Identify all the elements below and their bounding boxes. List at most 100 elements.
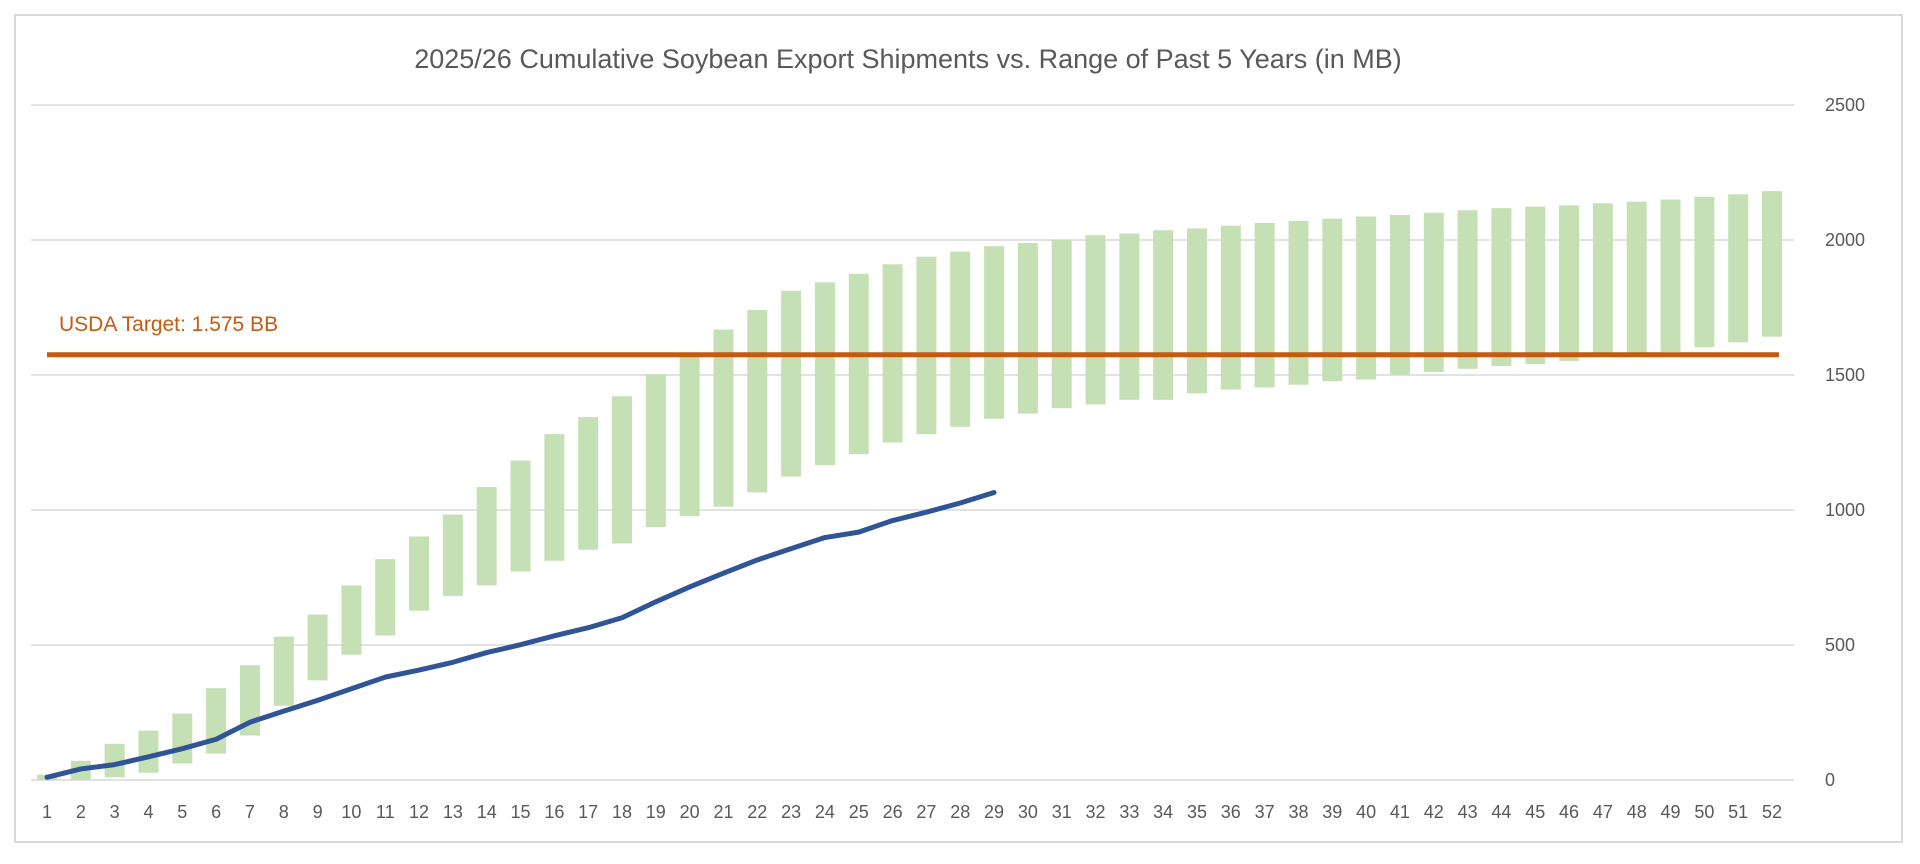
x-tick-label: 35 bbox=[1187, 802, 1207, 822]
x-tick-label: 43 bbox=[1458, 802, 1478, 822]
x-tick-label: 16 bbox=[544, 802, 564, 822]
range-bar bbox=[747, 309, 768, 493]
range-bar bbox=[239, 665, 260, 736]
x-tick-label: 17 bbox=[578, 802, 598, 822]
x-tick-label: 28 bbox=[950, 802, 970, 822]
x-tick-label: 21 bbox=[713, 802, 733, 822]
range-bar bbox=[1525, 206, 1546, 364]
range-bar bbox=[916, 256, 937, 435]
x-tick-label: 3 bbox=[110, 802, 120, 822]
range-bar bbox=[578, 417, 599, 550]
range-bar bbox=[1254, 222, 1275, 388]
range-bar bbox=[1153, 230, 1174, 400]
range-bar bbox=[1491, 208, 1512, 367]
x-tick-label: 44 bbox=[1491, 802, 1511, 822]
x-tick-label: 2 bbox=[76, 802, 86, 822]
range-bar bbox=[645, 374, 666, 528]
x-tick-label: 20 bbox=[680, 802, 700, 822]
range-bar bbox=[273, 636, 294, 706]
x-tick-label: 45 bbox=[1525, 802, 1545, 822]
range-bar bbox=[1220, 225, 1241, 390]
range-bar bbox=[1694, 196, 1715, 348]
x-tick-label: 39 bbox=[1322, 802, 1342, 822]
y-tick-label: 1000 bbox=[1825, 500, 1865, 520]
x-tick-label: 42 bbox=[1424, 802, 1444, 822]
chart-title: 2025/26 Cumulative Soybean Export Shipme… bbox=[414, 44, 1402, 74]
range-bar bbox=[307, 614, 328, 681]
x-tick-label: 50 bbox=[1694, 802, 1714, 822]
x-tick-label: 33 bbox=[1119, 802, 1139, 822]
y-tick-label: 2500 bbox=[1825, 95, 1865, 115]
range-bar bbox=[544, 434, 565, 561]
range-bar bbox=[409, 536, 430, 611]
y-tick-label: 500 bbox=[1825, 635, 1855, 655]
x-tick-label: 34 bbox=[1153, 802, 1173, 822]
range-bar bbox=[1728, 194, 1749, 343]
range-bar bbox=[848, 273, 869, 455]
range-bar bbox=[1762, 191, 1782, 337]
x-tick-label: 11 bbox=[376, 802, 395, 822]
x-tick-label: 52 bbox=[1762, 802, 1782, 822]
x-tick-label: 31 bbox=[1052, 802, 1072, 822]
range-bar bbox=[984, 246, 1005, 419]
x-tick-label: 26 bbox=[883, 802, 903, 822]
range-bar bbox=[713, 329, 734, 507]
x-tick-label: 38 bbox=[1288, 802, 1308, 822]
x-tick-label: 47 bbox=[1593, 802, 1613, 822]
x-tick-label: 5 bbox=[177, 802, 187, 822]
range-bar bbox=[1356, 216, 1377, 380]
range-bar bbox=[1085, 235, 1106, 405]
chart-border bbox=[14, 14, 1903, 843]
x-tick-label: 51 bbox=[1728, 802, 1748, 822]
x-tick-label: 19 bbox=[646, 802, 666, 822]
range-bar bbox=[1457, 210, 1478, 369]
x-tick-label: 25 bbox=[849, 802, 869, 822]
range-bar bbox=[104, 743, 125, 778]
x-tick-label: 23 bbox=[781, 802, 801, 822]
range-bar bbox=[612, 396, 632, 544]
x-tick-label: 24 bbox=[815, 802, 835, 822]
x-tick-label: 49 bbox=[1661, 802, 1681, 822]
x-tick-label: 8 bbox=[279, 802, 289, 822]
range-bar bbox=[442, 514, 463, 596]
range-bar bbox=[375, 559, 396, 636]
range-bar bbox=[1626, 201, 1647, 356]
range-bar bbox=[1389, 214, 1410, 376]
x-axis-labels: 1 2 3 4 5 6 7 8 9 10 11 12 13 14 15 16 17 18 19 20 21 22 23 24 2… bbox=[42, 802, 1782, 822]
x-tick-label: 13 bbox=[443, 802, 463, 822]
range-bar bbox=[476, 487, 497, 586]
y-tick-label: 2000 bbox=[1825, 230, 1865, 250]
range-bar bbox=[1187, 228, 1207, 394]
x-tick-label: 15 bbox=[511, 802, 531, 822]
x-tick-label: 1 bbox=[42, 802, 52, 822]
range-bar bbox=[814, 282, 835, 466]
x-tick-label: 29 bbox=[984, 802, 1004, 822]
range-bar bbox=[679, 356, 700, 517]
x-tick-label: 6 bbox=[211, 802, 221, 822]
x-tick-label: 12 bbox=[409, 802, 429, 822]
x-tick-label: 37 bbox=[1255, 802, 1275, 822]
x-tick-label: 46 bbox=[1559, 802, 1579, 822]
current-year-line-group bbox=[44, 489, 997, 780]
range-bar bbox=[1423, 212, 1444, 373]
x-tick-label: 4 bbox=[143, 802, 153, 822]
y-tick-label: 0 bbox=[1825, 770, 1835, 790]
range-bar bbox=[1051, 239, 1072, 409]
x-tick-label: 22 bbox=[747, 802, 767, 822]
range-bar bbox=[1660, 199, 1681, 353]
x-tick-label: 41 bbox=[1390, 802, 1410, 822]
x-tick-label: 10 bbox=[341, 802, 361, 822]
x-tick-label: 9 bbox=[313, 802, 323, 822]
range-bar bbox=[950, 251, 971, 427]
range-bar bbox=[510, 460, 531, 572]
range-bar bbox=[172, 713, 193, 764]
x-tick-label: 14 bbox=[477, 802, 497, 822]
range-bar bbox=[1017, 242, 1038, 414]
y-tick-label: 1500 bbox=[1825, 365, 1865, 385]
range-bar bbox=[1592, 203, 1613, 357]
x-tick-label: 18 bbox=[612, 802, 632, 822]
x-tick-label: 7 bbox=[245, 802, 255, 822]
x-tick-label: 30 bbox=[1018, 802, 1038, 822]
range-bar bbox=[781, 290, 802, 477]
